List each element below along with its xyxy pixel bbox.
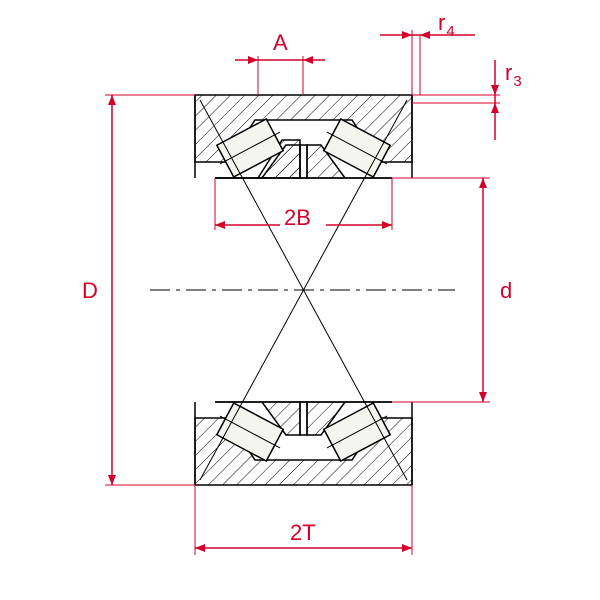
label-d: d <box>500 278 512 303</box>
label-r3: r3 <box>505 60 522 90</box>
label-2B: 2B <box>284 205 311 230</box>
label-A: A <box>273 30 288 55</box>
spacer-bottom <box>300 402 307 435</box>
bearing-diagram: A r4 r3 D d 2B 2T <box>0 0 600 600</box>
label-D: D <box>82 278 98 303</box>
label-2T: 2T <box>290 520 316 545</box>
spacer-top <box>300 145 307 178</box>
